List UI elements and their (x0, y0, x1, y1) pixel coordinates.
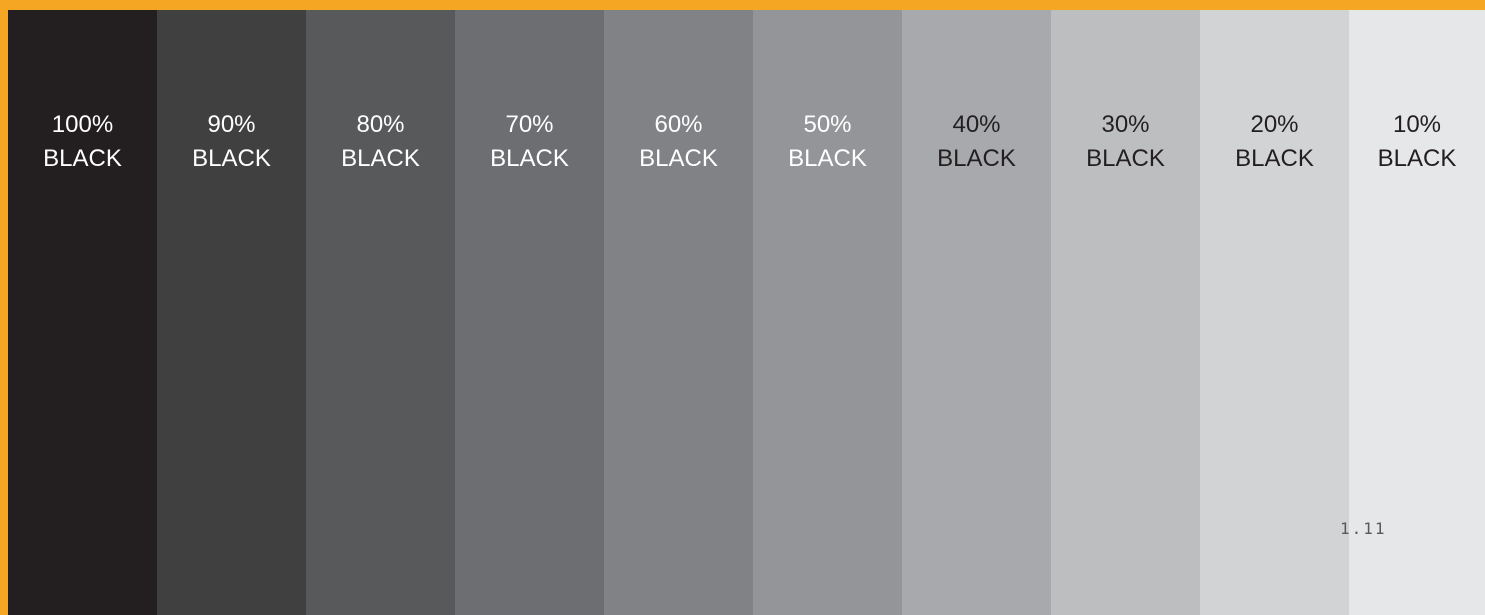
swatch-label: BLACK (490, 145, 569, 172)
swatch-60: 60% BLACK (604, 10, 753, 615)
swatch-percent: 50% (803, 111, 852, 138)
swatch-strip: 100% BLACK 90% BLACK 80% BLACK 70% BLACK… (8, 10, 1485, 615)
swatch-label: BLACK (1086, 145, 1165, 172)
swatch-label: BLACK (1235, 145, 1314, 172)
swatch-percent: 10% (1392, 111, 1442, 138)
swatch-20: 20% BLACK (1200, 10, 1349, 615)
swatch-label: BLACK (341, 145, 420, 172)
swatch-50: 50% BLACK (753, 10, 902, 615)
swatch-percent: 80% (356, 111, 405, 138)
swatch-40: 40% BLACK (902, 10, 1051, 615)
swatch-label: BLACK (43, 145, 122, 172)
swatch-10: 10% BLACK (1349, 10, 1485, 615)
swatch-label: BLACK (937, 145, 1016, 172)
swatch-percent: 70% (505, 111, 554, 138)
swatch-70: 70% BLACK (455, 10, 604, 615)
swatch-percent: 40% (952, 111, 1001, 138)
swatch-percent: 90% (207, 111, 256, 138)
swatch-label: BLACK (1377, 145, 1457, 172)
swatch-100: 100% BLACK (8, 10, 157, 615)
swatch-90: 90% BLACK (157, 10, 306, 615)
swatch-percent: 100% (51, 111, 114, 138)
swatch-label: BLACK (788, 145, 867, 172)
page-number: 1.11 (1340, 519, 1387, 538)
swatch-percent: 20% (1250, 111, 1299, 138)
swatch-label: BLACK (639, 145, 718, 172)
swatch-percent: 60% (654, 111, 703, 138)
swatch-percent: 30% (1101, 111, 1150, 138)
swatch-80: 80% BLACK (306, 10, 455, 615)
swatch-30: 30% BLACK (1051, 10, 1200, 615)
swatch-label: BLACK (192, 145, 271, 172)
